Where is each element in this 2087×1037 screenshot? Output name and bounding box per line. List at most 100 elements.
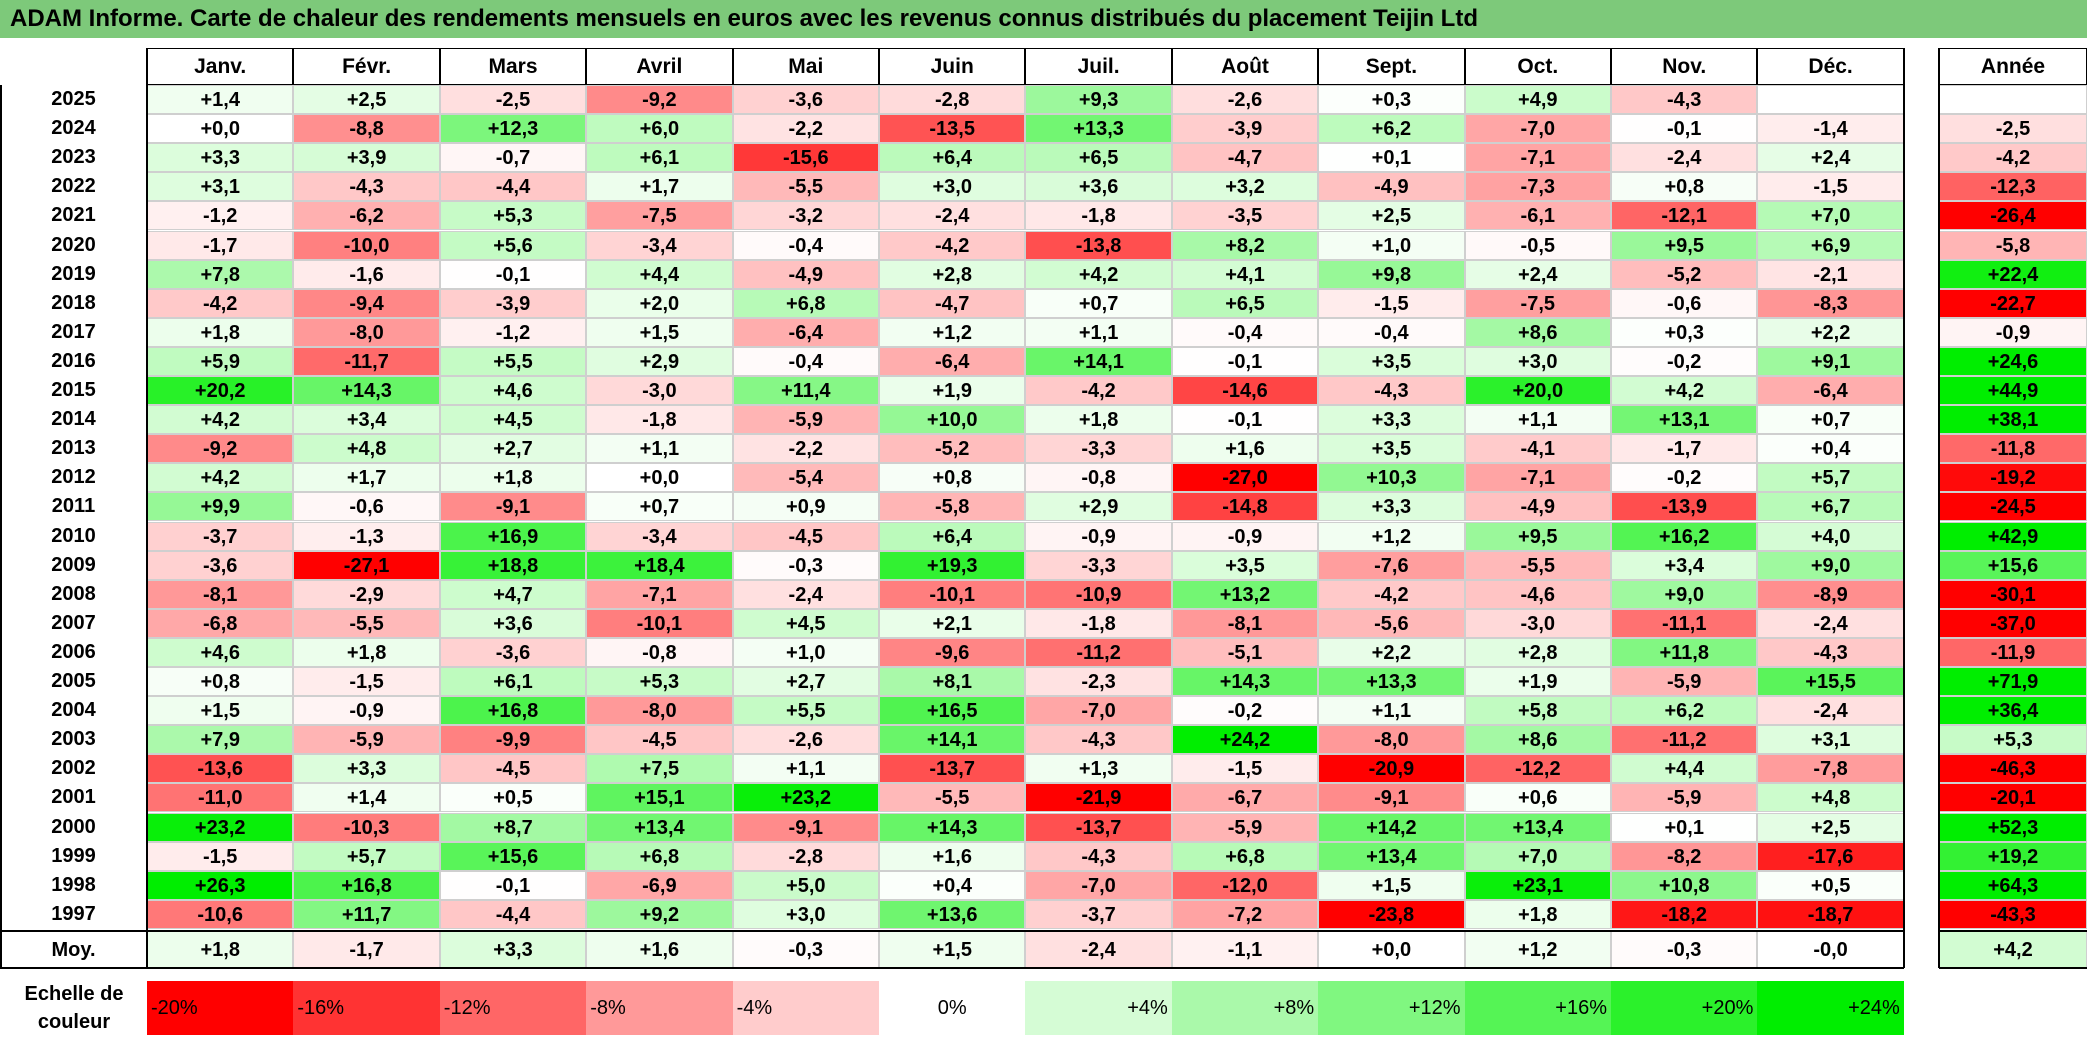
heatmap-cell: -5,1 [1171,637,1319,667]
month-header: Janv. [147,48,294,85]
heatmap-cell: +2,9 [586,346,733,376]
heatmap-cell: -2,5 [439,85,587,115]
heatmap-cell: +18,8 [439,550,587,580]
heatmap-cell: -2,3 [1025,667,1172,697]
annual-cell: -11,9 [1939,637,2087,667]
heatmap-cell: -4,4 [439,172,587,202]
heatmap-cell: +2,5 [293,85,440,115]
heatmap-cell: -13,7 [879,754,1026,784]
heatmap-cell: +14,2 [1318,812,1465,842]
year-label: 2007 [0,608,147,638]
year-label: 2019 [0,259,147,289]
heatmap-cell: -0,1 [1611,114,1758,144]
heatmap-cell: +2,5 [1757,812,1904,842]
annual-border-left [1938,48,1940,968]
color-scale-swatch: -12% [439,981,587,1035]
heatmap-cell: -5,2 [879,434,1026,464]
heatmap-cell: -4,4 [439,899,587,929]
heatmap-cell: +9,1 [1757,346,1904,376]
heatmap-cell: +3,3 [293,754,440,784]
year-label: 2011 [0,492,147,522]
heatmap-cell: +3,9 [293,143,440,173]
heatmap-cell: -0,1 [439,870,587,900]
color-scale-swatch: -16% [293,981,440,1035]
heatmap-cell: -9,4 [293,288,440,318]
heatmap-cell: +3,4 [293,405,440,435]
heatmap-cell: +6,5 [1171,288,1319,318]
heatmap-cell: -2,1 [1757,259,1904,289]
heatmap-cell: +1,3 [1025,754,1172,784]
heatmap-cell: -0,1 [1171,405,1319,435]
heatmap-cell: +1,8 [147,317,294,347]
heatmap-cell: -12,2 [1464,754,1611,784]
heatmap-cell: +1,5 [1318,870,1465,900]
heatmap-cell: -1,2 [147,201,294,231]
year-label: 2012 [0,463,147,493]
heatmap-cell: +16,8 [293,870,440,900]
heatmap-cell: -5,5 [879,783,1026,813]
heatmap-cell: -4,9 [1464,492,1611,522]
heatmap-cell: +14,3 [293,376,440,406]
heatmap-cell: +23,2 [147,812,294,842]
color-scale-swatch: +12% [1318,981,1465,1035]
month-header: Août [1171,48,1319,85]
heatmap-cell: +6,8 [1171,841,1319,871]
heatmap-cell: -4,5 [439,754,587,784]
heatmap-cell: -10,1 [586,608,733,638]
annual-border-top-avg [1939,929,2087,932]
heatmap-cell: -3,0 [586,376,733,406]
year-label: 2010 [0,521,147,551]
heatmap-cell: +2,1 [879,608,1026,638]
heatmap-cell: -27,1 [293,550,440,580]
annual-cell: +24,6 [1939,346,2087,376]
heatmap-cell: +2,9 [1025,492,1172,522]
heatmap-cell: -1,5 [1171,754,1319,784]
heatmap-cell: +0,7 [1025,288,1172,318]
average-cell: -2,4 [1025,930,1172,968]
year-label: 2025 [0,85,147,115]
heatmap-cell: +9,9 [147,492,294,522]
heatmap-cell: -7,3 [1464,172,1611,202]
heatmap-cell: -3,5 [1171,201,1319,231]
heatmap-cell: -6,1 [1464,201,1611,231]
heatmap-cell: +8,7 [439,812,587,842]
heatmap-cell: -4,5 [732,521,879,551]
heatmap-cell: +1,5 [147,696,294,726]
average-cell: +1,5 [879,930,1026,968]
annual-cell: +71,9 [1939,667,2087,697]
heatmap-cell: -1,6 [293,259,440,289]
heatmap-cell: -20,9 [1318,754,1465,784]
heatmap-cell: -23,8 [1318,899,1465,929]
heatmap-cell: +1,8 [439,463,587,493]
heatmap-cell: -7,8 [1757,754,1904,784]
heatmap-cell: -5,6 [1318,608,1465,638]
annual-cell: +64,3 [1939,870,2087,900]
heatmap-cell: +2,5 [1318,201,1465,231]
heatmap-cell: +3,1 [1757,725,1904,755]
year-label: 2020 [0,230,147,260]
heatmap-cell: -11,7 [293,346,440,376]
year-label: 2006 [0,637,147,667]
heatmap-cell: +0,8 [879,463,1026,493]
heatmap-cell: +3,6 [1025,172,1172,202]
heatmap-cell: -1,5 [147,841,294,871]
heatmap-cell: +1,7 [293,463,440,493]
heatmap-cell: +4,2 [1611,376,1758,406]
heatmap-cell: -0,5 [1464,230,1611,260]
heatmap-cell: +5,3 [439,201,587,231]
month-header: Juil. [1025,48,1172,85]
heatmap-cell: -0,9 [293,696,440,726]
average-cell: -1,1 [1171,930,1319,968]
heatmap-cell: +0,7 [1757,405,1904,435]
average-cell: +3,3 [439,930,587,968]
year-label: 2001 [0,783,147,813]
heatmap-cell: -6,4 [879,346,1026,376]
heatmap-cell: +1,2 [879,317,1026,347]
heatmap-cell: +4,2 [1025,259,1172,289]
heatmap-cell: +3,3 [1318,492,1465,522]
heatmap-cell: +3,3 [147,143,294,173]
heatmap-cell: +0,0 [147,114,294,144]
average-cell: -0,3 [732,930,879,968]
annual-border-bottom [1939,966,2087,969]
heatmap-cell: +1,1 [1464,405,1611,435]
